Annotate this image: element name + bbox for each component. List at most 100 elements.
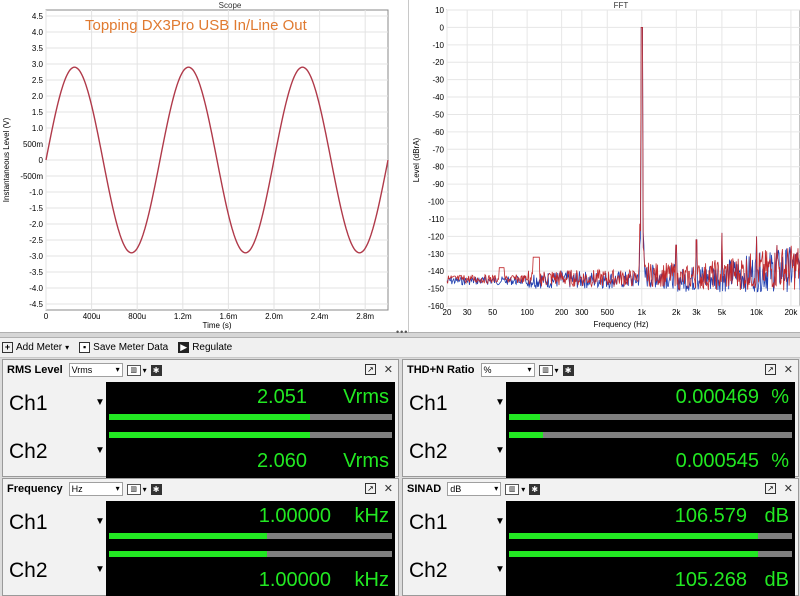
channel-row-ch1: Ch1 ▼ 0.000469 % xyxy=(403,382,798,430)
fft-x-axis-label: Frequency (Hz) xyxy=(593,320,648,329)
regulate-button[interactable]: ▶ Regulate xyxy=(178,342,232,353)
close-icon[interactable]: ✕ xyxy=(383,364,393,376)
gear-icon[interactable]: ✱ xyxy=(150,483,162,495)
meter-title: Frequency xyxy=(7,483,63,495)
chevron-down-icon[interactable]: ▼ xyxy=(495,397,505,408)
channel-row-ch1: Ch1 ▼ 1.00000 kHz xyxy=(3,501,398,549)
fft-y-tick-label: -60 xyxy=(432,128,444,137)
scope-x-axis-label: Time (s) xyxy=(202,321,231,330)
scope-x-tick-label: 400u xyxy=(83,312,101,321)
save-meter-data-label: Save Meter Data xyxy=(93,342,169,353)
fft-y-tick-label: 0 xyxy=(440,23,445,32)
save-meter-data-button[interactable]: ▪ Save Meter Data xyxy=(79,342,168,353)
scope-y-tick-label: -4.0 xyxy=(29,284,43,293)
chevron-down-icon[interactable]: ▼ xyxy=(95,564,105,575)
scope-y-tick-label: 2.0 xyxy=(32,92,44,101)
fft-y-tick-label: -10 xyxy=(432,41,444,50)
chevron-down-icon[interactable]: ▼ xyxy=(495,564,505,575)
readout-unit: % xyxy=(771,386,789,408)
scope-x-tick-label: 1.6m xyxy=(220,312,238,321)
chevron-down-icon[interactable]: ▼ xyxy=(95,397,105,408)
meter-mode-icon[interactable]: ▥ xyxy=(126,364,141,376)
fft-y-tick-label: -40 xyxy=(432,93,444,102)
unit-select[interactable]: dB xyxy=(447,482,502,496)
chevron-down-icon[interactable]: ▾ xyxy=(521,484,526,494)
fft-x-tick-label: 200 xyxy=(555,308,569,317)
popout-icon[interactable]: ↗ xyxy=(365,364,376,375)
scope-annotation: Topping DX3Pro USB In/Line Out xyxy=(85,17,308,34)
readout-value: 2.051 xyxy=(256,386,307,408)
fft-y-tick-label: -80 xyxy=(432,163,444,172)
level-bar xyxy=(506,531,795,541)
readout-display: 2.051 Vrms xyxy=(106,382,395,430)
level-bar xyxy=(106,531,395,541)
unit-select[interactable]: Hz xyxy=(68,482,123,496)
add-meter-label: Add Meter xyxy=(16,342,63,353)
chevron-down-icon[interactable]: ▼ xyxy=(495,445,505,456)
gear-icon[interactable]: ✱ xyxy=(150,364,162,376)
chevron-down-icon[interactable]: ▼ xyxy=(495,516,505,527)
regulate-label: Regulate xyxy=(192,342,233,353)
fft-x-tick-label: 3k xyxy=(692,308,701,317)
chevron-down-icon[interactable]: ▾ xyxy=(554,365,559,375)
close-icon[interactable]: ✕ xyxy=(783,483,793,495)
readout-display: 1.00000 kHz xyxy=(106,549,395,596)
scope-x-tick-label: 2.4m xyxy=(311,312,329,321)
chevron-down-icon[interactable]: ▼ xyxy=(95,445,105,456)
scope-trace-ch1 xyxy=(45,66,389,254)
meter-mode-icon[interactable]: ▥ xyxy=(505,483,520,495)
scope-x-tick-label: 2.0m xyxy=(265,312,283,321)
unit-select[interactable]: Vrms xyxy=(68,363,123,377)
readout-value: 0.000545 xyxy=(675,450,759,472)
readout-value: 1.00000 xyxy=(258,569,331,591)
close-icon[interactable]: ✕ xyxy=(383,483,393,495)
scope-y-tick-label: 1.0 xyxy=(32,124,44,133)
readout-unit: Vrms xyxy=(343,450,389,472)
meter-title: SINAD xyxy=(407,483,442,495)
fft-plot-area xyxy=(446,9,800,307)
scope-graph: Scope 4.5 4.0 3.5 3.0 2.5 2.0 1.5 1.0 500m 0 -500m… xyxy=(2,1,389,330)
fft-x-tick-label: 2k xyxy=(672,308,681,317)
gear-icon[interactable]: ✱ xyxy=(562,364,574,376)
chevron-down-icon[interactable]: ▾ xyxy=(142,365,147,375)
meter-title: THD+N Ratio xyxy=(407,364,475,376)
fft-y-axis-label: Level (dBrA) xyxy=(412,137,421,182)
channel-row-ch2: Ch2 ▼ 0.000545 % xyxy=(403,430,798,478)
fft-panel: FFT 10 0 -10 -20 -30 -40 -50 -60 -70 -80 -90 -100 -1… xyxy=(410,0,800,332)
scope-x-tick-label: 2.8m xyxy=(356,312,374,321)
channel-row-ch2: Ch2 ▼ 1.00000 kHz xyxy=(3,549,398,596)
popout-icon[interactable]: ↗ xyxy=(765,483,776,494)
chevron-down-icon[interactable]: ▾ xyxy=(142,484,147,494)
gear-icon[interactable]: ✱ xyxy=(529,483,541,495)
channel-row-ch1: Ch1 ▼ 106.579 dB xyxy=(403,501,798,549)
meters-area: RMS Level Vrms ▥▾ ✱ ↗ ✕ Ch1 ▼ 2.051 Vrms… xyxy=(0,358,800,596)
meter-mode-icon[interactable]: ▥ xyxy=(538,364,553,376)
panel-splitter[interactable]: ••• xyxy=(0,327,800,338)
add-meter-button[interactable]: + Add Meter ▾ xyxy=(2,342,69,353)
fft-y-tick-label: -140 xyxy=(428,267,445,276)
fft-y-tick-label: -100 xyxy=(428,198,445,207)
popout-icon[interactable]: ↗ xyxy=(765,364,776,375)
meter-mode-icon[interactable]: ▥ xyxy=(126,483,141,495)
fft-x-tick-label: 20k xyxy=(784,308,798,317)
fft-x-tick-label: 20 xyxy=(443,308,452,317)
fft-y-tick-label: 10 xyxy=(435,6,444,15)
readout-display: 1.00000 kHz xyxy=(106,501,395,549)
channel-label: Ch1 xyxy=(409,511,448,534)
unit-select[interactable]: % xyxy=(480,363,535,377)
scope-y-tick-label: 4.5 xyxy=(32,12,44,21)
fft-y-tick-label: -130 xyxy=(428,250,445,259)
popout-icon[interactable]: ↗ xyxy=(365,483,376,494)
thdn-ratio-meter: THD+N Ratio % ▥▾ ✱ ↗ ✕ Ch1 ▼ 0.000469 % … xyxy=(402,359,799,478)
close-icon[interactable]: ✕ xyxy=(783,364,793,376)
scope-y-tick-label: -2.0 xyxy=(29,220,43,229)
meter-toolbar: + Add Meter ▾ ▪ Save Meter Data ▶ Regula… xyxy=(0,338,800,358)
rms-level-meter: RMS Level Vrms ▥▾ ✱ ↗ ✕ Ch1 ▼ 2.051 Vrms… xyxy=(2,359,399,478)
readout-unit: Vrms xyxy=(343,386,389,408)
readout-unit: % xyxy=(771,450,789,472)
fft-y-tick-label: -120 xyxy=(428,232,445,241)
fft-x-tick-label: 1k xyxy=(638,308,647,317)
fft-x-tick-label: 5k xyxy=(718,308,727,317)
chevron-down-icon[interactable]: ▼ xyxy=(95,516,105,527)
scope-y-tick-label: -1.5 xyxy=(29,204,43,213)
